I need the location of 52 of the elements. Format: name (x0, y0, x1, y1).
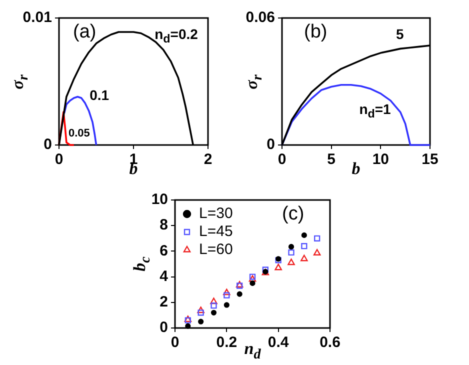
x-tick-label: 5 (327, 151, 336, 168)
point (301, 243, 308, 250)
x-tick-label: 0 (278, 151, 286, 168)
legend-label: L=30 (199, 205, 233, 222)
point (313, 249, 321, 256)
legend-label: L=60 (199, 241, 233, 258)
point (250, 280, 256, 286)
point (236, 291, 242, 297)
point (288, 244, 294, 250)
x-axis-title: b (352, 159, 360, 178)
y-tick-label: 0.01 (22, 9, 52, 26)
x-tick-label: 15 (422, 151, 438, 168)
series-label: 5 (396, 26, 404, 42)
x-tick-label: 2 (204, 151, 212, 168)
annotation: (b) (304, 22, 328, 42)
y-tick-label: 8 (160, 216, 168, 234)
point (210, 298, 218, 304)
point (300, 254, 308, 262)
point (224, 292, 230, 298)
annotation: (a) (73, 22, 96, 42)
series-label: n$_{d}$=0.2 (154, 26, 198, 46)
x-tick-label: 0 (170, 334, 180, 352)
y-tick-label: 0.06 (246, 9, 275, 26)
x-tick-label: 0.2 (216, 334, 238, 352)
point (274, 264, 282, 270)
x-tick-label: 0.6 (320, 334, 340, 352)
series-label: n$_{d}$=1 (359, 100, 391, 120)
point (288, 258, 295, 266)
annotation: (c) (282, 204, 304, 224)
x-tick-label: 10 (372, 151, 390, 168)
y-tick-label: 0 (160, 319, 168, 336)
point (288, 249, 294, 256)
series-label: 0.1 (90, 86, 110, 103)
legend-label: L=45 (199, 223, 233, 240)
x-tick-label: 0 (54, 151, 64, 168)
y-tick-label: 10 (151, 191, 168, 208)
y-tick-label: 2 (160, 294, 168, 311)
x-axis-title: n$_{d}$ (244, 339, 261, 362)
series-label: 0.05 (68, 127, 90, 140)
point (198, 310, 204, 316)
point (185, 323, 191, 329)
point (210, 302, 217, 309)
point (314, 235, 320, 242)
point (210, 310, 217, 316)
point (224, 302, 230, 308)
point (223, 288, 230, 296)
x-tick-label: 0.4 (268, 334, 290, 352)
y-tick-label: 6 (160, 242, 168, 260)
point (198, 318, 204, 324)
point (301, 232, 307, 238)
point (197, 306, 204, 314)
y-tick-label: 4 (160, 268, 169, 285)
